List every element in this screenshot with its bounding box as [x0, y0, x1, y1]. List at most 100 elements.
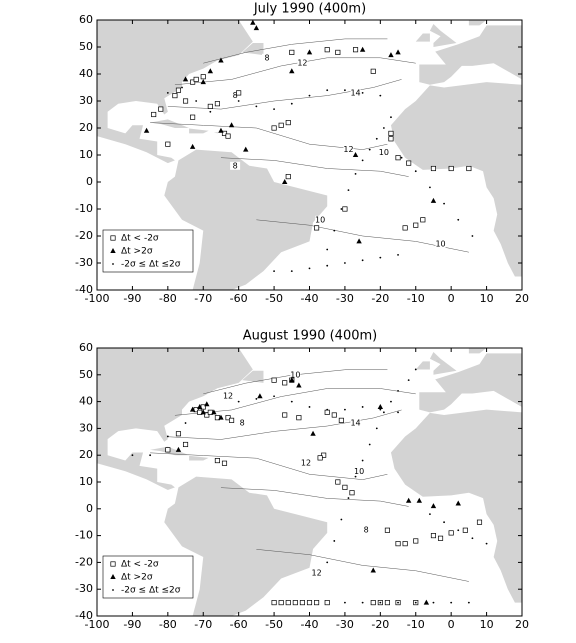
- x-tick-label: -70: [194, 618, 212, 631]
- land: [189, 455, 209, 461]
- dot-marker: [382, 127, 385, 129]
- triangle-marker: [359, 46, 366, 52]
- square-marker: [207, 103, 213, 109]
- square-marker: [476, 519, 483, 525]
- square-marker: [342, 484, 348, 490]
- x-tick-label: -50: [265, 292, 283, 305]
- dot-marker: [390, 400, 392, 403]
- dot-marker: [375, 137, 378, 140]
- x-tick-label: -30: [336, 618, 354, 631]
- dot-marker: [485, 542, 488, 545]
- y-tick-label: 50: [79, 368, 93, 381]
- contour-label-bg: [354, 467, 365, 476]
- triangle-marker: [243, 146, 249, 152]
- triangle-marker: [395, 49, 401, 55]
- dot-marker: [237, 100, 240, 102]
- dot-marker: [326, 561, 329, 564]
- square-marker: [413, 222, 419, 228]
- triangle-marker: [218, 414, 224, 420]
- triangle-marker: [370, 567, 376, 573]
- contour-label-bg: [262, 53, 272, 62]
- legend-label: Δt >2σ: [121, 247, 153, 257]
- square-marker: [190, 79, 196, 85]
- dot-marker: [429, 186, 431, 189]
- contour-label: 10: [290, 370, 300, 379]
- square-marker: [172, 93, 178, 99]
- y-tick-label: 60: [79, 341, 93, 354]
- square-marker: [388, 130, 394, 136]
- y-tick-label: 30: [79, 421, 93, 434]
- contour-label: 12: [223, 392, 233, 401]
- dot-marker: [429, 513, 431, 516]
- legend-box: [102, 229, 194, 273]
- contour-label-bg: [435, 240, 446, 249]
- contour-label: 10: [379, 148, 389, 157]
- square-marker: [225, 415, 231, 421]
- contour-label: 8: [233, 161, 238, 170]
- x-tick-label: -100: [85, 618, 110, 631]
- square-marker: [317, 455, 323, 461]
- dot-marker: [255, 398, 258, 400]
- square-marker: [285, 600, 291, 606]
- contour-label: 8: [264, 53, 269, 62]
- square-marker: [338, 417, 344, 423]
- dot-marker: [390, 116, 392, 119]
- x-tick-label: -90: [123, 618, 141, 631]
- square-marker: [462, 527, 468, 533]
- legend-marker: [110, 248, 116, 253]
- square-marker: [370, 600, 376, 606]
- square-marker: [370, 68, 376, 74]
- dot-marker: [361, 406, 364, 408]
- dot-marker: [308, 267, 311, 270]
- contour-label-bg: [237, 419, 248, 428]
- y-tick-label: 20: [79, 448, 93, 461]
- square-marker: [193, 76, 199, 82]
- contour-line: [174, 388, 416, 416]
- land: [415, 361, 430, 370]
- square-marker: [335, 479, 341, 485]
- dot-marker: [326, 89, 329, 92]
- dot-marker: [166, 435, 169, 438]
- legend-label: Δt >2σ: [121, 573, 153, 583]
- panel-title: August 1990 (400m): [243, 329, 377, 344]
- square-marker: [285, 174, 291, 180]
- dot-marker: [432, 601, 435, 604]
- square-marker: [299, 600, 305, 606]
- dot-marker: [354, 173, 357, 175]
- square-marker: [221, 460, 228, 466]
- dot-marker: [333, 229, 336, 232]
- land: [415, 33, 430, 42]
- triangle-marker: [289, 68, 295, 74]
- square-marker: [182, 441, 189, 448]
- square-marker: [324, 47, 330, 53]
- legend-marker: [112, 589, 114, 591]
- y-tick-label: -10: [75, 202, 93, 215]
- x-tick-label: -20: [371, 292, 389, 305]
- land: [429, 352, 457, 375]
- square-marker: [278, 122, 284, 128]
- square-marker: [158, 106, 164, 112]
- square-marker: [331, 412, 337, 418]
- y-tick-label: 40: [79, 67, 93, 80]
- square-marker: [466, 165, 472, 172]
- x-tick-label: -40: [301, 292, 319, 305]
- dot-marker: [326, 264, 329, 267]
- dot-marker: [400, 156, 403, 159]
- dot-marker: [347, 189, 350, 192]
- dot-marker: [361, 92, 364, 94]
- dot-marker: [273, 270, 275, 272]
- square-marker: [214, 101, 220, 107]
- x-tick-label: -20: [371, 618, 389, 631]
- square-marker: [175, 431, 182, 437]
- contour-label: 10: [354, 467, 364, 476]
- dot-marker: [326, 408, 329, 411]
- y-tick-label: -10: [75, 529, 93, 542]
- triangle-marker: [416, 497, 422, 503]
- dot-marker: [290, 270, 293, 272]
- triangle-marker: [455, 500, 461, 506]
- x-tick-label: 0: [448, 618, 455, 631]
- square-marker: [342, 206, 348, 212]
- triangle-marker: [218, 127, 224, 133]
- y-tick-label: 10: [79, 148, 93, 161]
- dot-marker: [443, 521, 445, 524]
